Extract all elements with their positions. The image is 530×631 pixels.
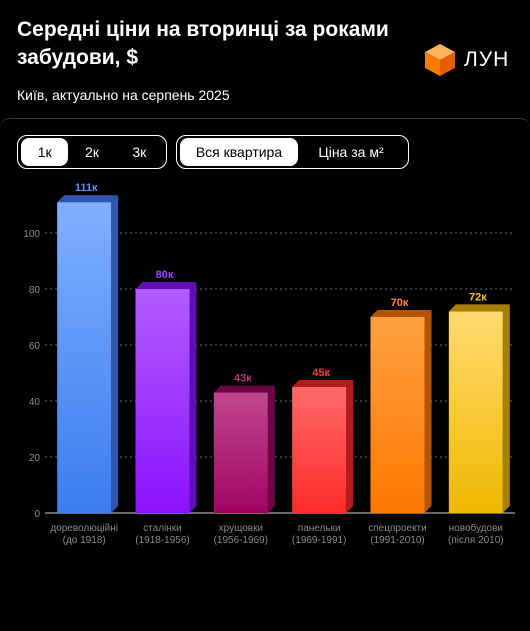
bar-side bbox=[111, 195, 119, 513]
y-tick-label: 80 bbox=[29, 285, 41, 296]
bar bbox=[370, 317, 425, 513]
data-label: 80к bbox=[156, 269, 174, 281]
bar-side bbox=[346, 380, 354, 513]
data-label: 111к bbox=[75, 182, 98, 194]
x-tick-label: (1956-1969) bbox=[214, 535, 268, 546]
bar-top bbox=[213, 385, 275, 393]
bar-top bbox=[448, 304, 510, 312]
bar bbox=[213, 392, 268, 513]
bar bbox=[292, 387, 347, 513]
y-tick-label: 20 bbox=[29, 453, 41, 464]
tab-3k[interactable]: 3к bbox=[132, 144, 147, 160]
y-tick-label: 40 bbox=[29, 397, 41, 408]
bar-side bbox=[502, 304, 510, 513]
chart-title: Середні ціни на вторинці за роками забуд… bbox=[17, 18, 389, 69]
bar bbox=[57, 202, 112, 513]
chart-subtitle: Київ, актуально на серпень 2025 bbox=[17, 87, 230, 103]
bar bbox=[135, 289, 190, 513]
bar-top bbox=[292, 380, 354, 387]
bar-top bbox=[135, 282, 197, 289]
price-mode-switch: Вся квартира Ціна за м² bbox=[176, 135, 409, 169]
x-tick-label: новобудови bbox=[449, 522, 503, 534]
bar-side bbox=[424, 310, 432, 513]
x-tick-label: (1918-1956) bbox=[135, 535, 189, 546]
room-count-switch: 1к 2к 3к bbox=[17, 135, 167, 169]
bar-side bbox=[267, 385, 275, 513]
x-tick-label: спецпроекти bbox=[368, 523, 426, 534]
x-tick-label: (1969-1991) bbox=[292, 535, 346, 546]
cube-icon bbox=[425, 44, 455, 76]
y-tick-label: 100 bbox=[23, 229, 40, 240]
x-tick-label: (після 2010) bbox=[448, 535, 504, 546]
x-tick-label: (1991-2010) bbox=[370, 535, 424, 546]
tab-2k[interactable]: 2к bbox=[85, 144, 99, 160]
x-tick-label: хрущовки bbox=[219, 523, 263, 534]
tab-whole-apartment[interactable]: Вся квартира bbox=[180, 138, 298, 166]
logo-text: ЛУН bbox=[464, 48, 510, 71]
bar-top bbox=[370, 310, 432, 317]
lun-logo: ЛУН bbox=[424, 42, 509, 78]
bar-top bbox=[57, 195, 119, 203]
data-label: 45к bbox=[312, 367, 330, 379]
y-tick-label: 60 bbox=[29, 341, 41, 352]
x-tick-label: (до 1918) bbox=[63, 535, 106, 546]
data-label: 43к bbox=[234, 373, 252, 385]
header: Середні ціни на вторинці за роками забуд… bbox=[0, 0, 530, 118]
tab-1k[interactable]: 1к bbox=[21, 138, 69, 166]
x-tick-label: дореволюційні bbox=[50, 523, 118, 534]
x-tick-label: панельки bbox=[298, 523, 341, 534]
bar-side bbox=[189, 282, 197, 513]
x-tick-label: сталінки bbox=[143, 523, 182, 534]
tab-price-per-sqm[interactable]: Ціна за м² bbox=[318, 144, 384, 160]
data-label: 72к bbox=[469, 291, 487, 303]
y-tick-label: 0 bbox=[34, 509, 40, 520]
data-label: 70к bbox=[391, 297, 409, 309]
bar bbox=[448, 311, 503, 513]
